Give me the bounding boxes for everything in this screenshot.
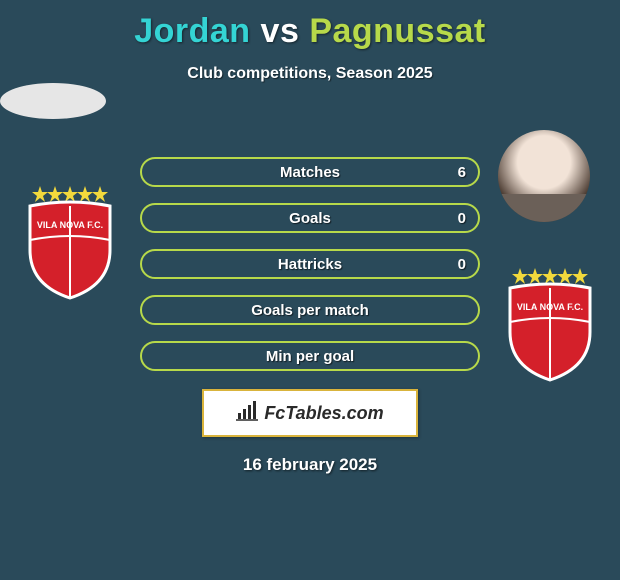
- stat-label: Hattricks: [278, 256, 342, 273]
- bar-chart-icon: [236, 401, 258, 426]
- svg-text:VILA NOVA F.C.: VILA NOVA F.C.: [517, 302, 583, 312]
- stats-table: Matches 6 Goals 0 Hattricks 0 Goals per match M…: [140, 157, 480, 371]
- stat-label: Min per goal: [266, 348, 354, 365]
- stat-right-value: 0: [458, 210, 466, 227]
- player1-name: Jordan: [134, 12, 250, 50]
- page-title: Jordan vs Pagnussat: [0, 0, 620, 51]
- stat-row: Goals per match: [140, 295, 480, 325]
- club-badge-right: VILA NOVA F.C.: [500, 262, 600, 382]
- stat-right-value: 0: [458, 256, 466, 273]
- club-badge-left: VILA NOVA F.C.: [20, 180, 120, 300]
- player1-avatar: [0, 83, 106, 119]
- stat-label: Goals per match: [251, 302, 369, 319]
- brand-text: FcTables.com: [264, 403, 383, 424]
- stat-label: Matches: [280, 164, 340, 181]
- svg-text:VILA NOVA F.C.: VILA NOVA F.C.: [37, 220, 103, 230]
- stat-row: Hattricks 0: [140, 249, 480, 279]
- brand-box[interactable]: FcTables.com: [202, 389, 418, 437]
- stat-row: Matches 6: [140, 157, 480, 187]
- stat-label: Goals: [289, 210, 331, 227]
- stat-row: Goals 0: [140, 203, 480, 233]
- player2-name: Pagnussat: [309, 12, 485, 50]
- player2-avatar: [498, 130, 590, 222]
- subtitle: Club competitions, Season 2025: [0, 65, 620, 83]
- vs-text: vs: [261, 12, 300, 50]
- stat-right-value: 6: [458, 164, 466, 181]
- stat-row: Min per goal: [140, 341, 480, 371]
- date-text: 16 february 2025: [0, 455, 620, 475]
